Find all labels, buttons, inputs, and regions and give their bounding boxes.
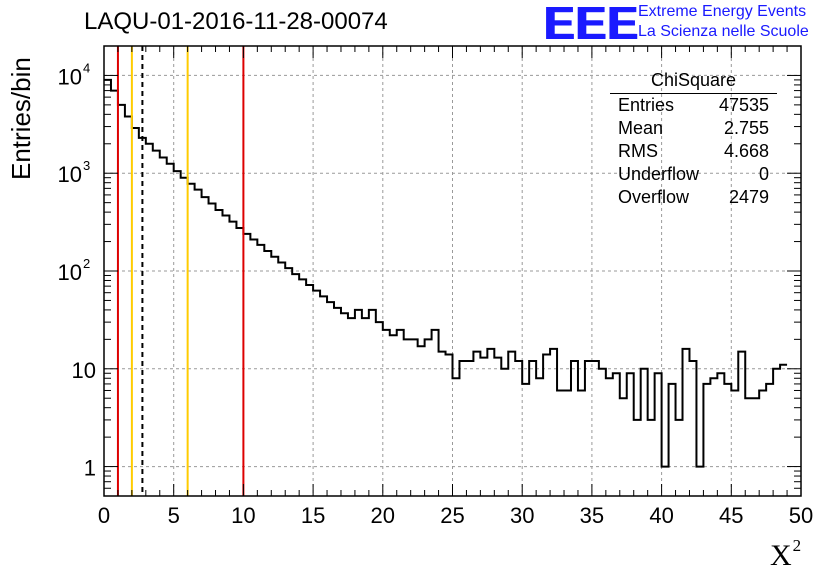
stats-box: ChiSquare Entries 47535 Mean 2.755 RMS 4… <box>610 70 777 209</box>
y-tick-label-exponent: 2 <box>83 256 90 271</box>
x-tick-label: 20 <box>371 503 395 528</box>
y-axis-label: Entries/bin <box>6 57 36 180</box>
stats-label: Overflow <box>618 187 690 207</box>
x-tick-label: 30 <box>510 503 534 528</box>
x-axis-label: X2 <box>770 536 801 573</box>
x-tick-label: 50 <box>789 503 813 528</box>
eee-logo-line2: La Scienza nelle Scuole <box>638 23 809 40</box>
x-axis-label-base: X <box>770 539 792 572</box>
stats-value: 2479 <box>728 187 769 207</box>
stats-value: 2.755 <box>723 118 769 138</box>
eee-logo: EEE <box>543 0 639 49</box>
stats-row-rms: RMS 4.668 <box>610 140 777 163</box>
stats-row-underflow: Underflow 0 <box>610 163 777 186</box>
stats-value: 4.668 <box>723 141 769 161</box>
x-tick-label: 15 <box>301 503 325 528</box>
stats-title: ChiSquare <box>610 70 777 94</box>
x-tick-label: 45 <box>719 503 743 528</box>
y-tick-label: 10 <box>58 162 82 187</box>
y-tick-label: 10 <box>72 358 96 383</box>
x-axis-label-sup: 2 <box>792 536 802 555</box>
x-tick-label: 5 <box>168 503 180 528</box>
x-tick-label: 0 <box>98 503 110 528</box>
eee-logo-line1: Extreme Energy Events <box>638 3 807 20</box>
stats-value: 47535 <box>718 95 769 115</box>
stats-row-overflow: Overflow 2479 <box>610 186 777 209</box>
plot-title: LAQU-01-2016-11-28-00074 <box>84 8 388 35</box>
x-tick-label: 40 <box>649 503 673 528</box>
y-tick-label-exponent: 4 <box>83 60 90 75</box>
stats-row-mean: Mean 2.755 <box>610 117 777 140</box>
x-tick-label: 35 <box>580 503 604 528</box>
y-tick-label: 10 <box>58 64 82 89</box>
stats-label: Underflow <box>618 164 700 184</box>
y-tick-label-exponent: 3 <box>83 158 90 173</box>
stats-row-entries: Entries 47535 <box>610 94 777 117</box>
stats-value: 0 <box>758 164 769 184</box>
stats-label: RMS <box>618 141 658 161</box>
stats-label: Entries <box>618 95 675 115</box>
x-tick-label: 25 <box>440 503 464 528</box>
histogram-series <box>104 78 788 468</box>
y-tick-label: 10 <box>58 260 82 285</box>
y-tick-label: 1 <box>84 456 96 481</box>
x-tick-label: 10 <box>231 503 255 528</box>
stats-label: Mean <box>618 118 664 138</box>
